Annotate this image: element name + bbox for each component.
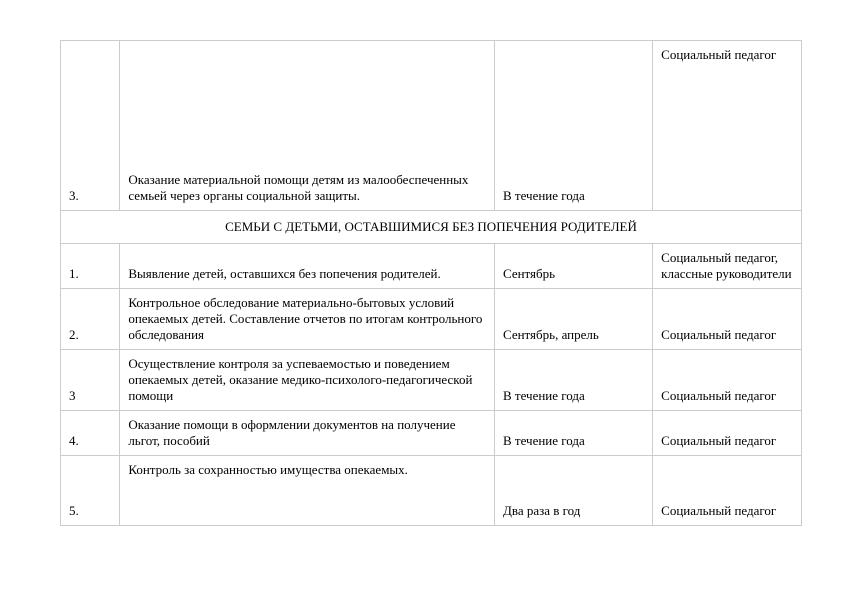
row-responsible: Социальный педагог bbox=[653, 456, 802, 526]
row-number: 3 bbox=[61, 350, 120, 411]
table-row: 5. Контроль за сохранностью имущества оп… bbox=[61, 456, 802, 526]
row-description: Контрольное обследование материально-быт… bbox=[120, 289, 495, 350]
row-description: Контроль за сохранностью имущества опека… bbox=[120, 456, 495, 526]
section-header-row: СЕМЬИ С ДЕТЬМИ, ОСТАВШИМИСЯ БЕЗ ПОПЕЧЕНИ… bbox=[61, 211, 802, 244]
row-responsible: Социальный педагог bbox=[653, 41, 802, 211]
row-number: 2. bbox=[61, 289, 120, 350]
row-description: Осуществление контроля за успеваемостью … bbox=[120, 350, 495, 411]
row-responsible: Социальный педагог bbox=[653, 289, 802, 350]
row-number: 5. bbox=[61, 456, 120, 526]
row-number: 3. bbox=[61, 41, 120, 211]
row-number: 4. bbox=[61, 411, 120, 456]
row-description: Выявление детей, оставшихся без попечени… bbox=[120, 244, 495, 289]
table-row: 3 Осуществление контроля за успеваемость… bbox=[61, 350, 802, 411]
row-timeframe: Сентябрь bbox=[494, 244, 652, 289]
table-row: 3. Оказание материальной помощи детям из… bbox=[61, 41, 802, 211]
row-responsible: Социальный педагог bbox=[653, 350, 802, 411]
table-row: 4. Оказание помощи в оформлении документ… bbox=[61, 411, 802, 456]
row-description: Оказание помощи в оформлении документов … bbox=[120, 411, 495, 456]
row-timeframe: В течение года bbox=[494, 350, 652, 411]
section-header: СЕМЬИ С ДЕТЬМИ, ОСТАВШИМИСЯ БЕЗ ПОПЕЧЕНИ… bbox=[61, 211, 802, 244]
table-row: 1. Выявление детей, оставшихся без попеч… bbox=[61, 244, 802, 289]
plan-table: 3. Оказание материальной помощи детям из… bbox=[60, 40, 802, 526]
row-responsible: Социальный педагог, классные руководител… bbox=[653, 244, 802, 289]
row-responsible: Социальный педагог bbox=[653, 411, 802, 456]
row-timeframe: Сентябрь, апрель bbox=[494, 289, 652, 350]
row-number: 1. bbox=[61, 244, 120, 289]
row-timeframe: Два раза в год bbox=[494, 456, 652, 526]
row-timeframe: В течение года bbox=[494, 41, 652, 211]
table-row: 2. Контрольное обследование материально-… bbox=[61, 289, 802, 350]
row-timeframe: В течение года bbox=[494, 411, 652, 456]
row-description: Оказание материальной помощи детям из ма… bbox=[120, 41, 495, 211]
